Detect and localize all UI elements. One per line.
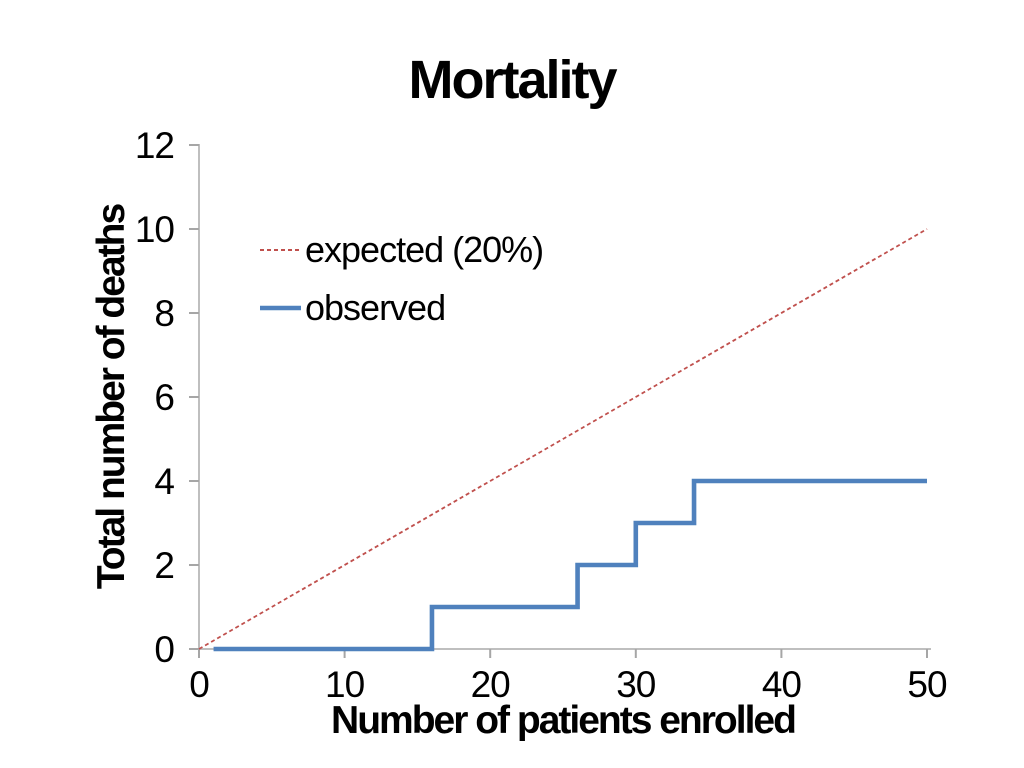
legend-label-expected: expected (20%)	[305, 229, 544, 270]
observed-solid-line-swatch	[260, 305, 301, 311]
y-tick-label: 0	[154, 629, 174, 670]
legend-label-observed: observed	[305, 287, 446, 328]
x-tick-label: 0	[189, 664, 209, 705]
x-tick-label: 10	[325, 664, 365, 705]
y-tick-label: 12	[135, 125, 174, 166]
observed-step-line	[213, 478, 927, 652]
y-tick-label: 6	[154, 377, 174, 418]
expected-dashed-line-swatch	[260, 249, 301, 251]
chart-title: Mortality	[408, 50, 617, 110]
legend-item-expected: expected (20%)	[259, 229, 544, 271]
x-tick-label: 20	[471, 664, 511, 705]
y-tick-label: 10	[135, 209, 175, 250]
y-tick-label: 2	[154, 545, 174, 586]
x-tick-label: 30	[616, 664, 656, 705]
x-axis-title: Number of patients enrolled	[331, 699, 797, 742]
y-axis-title: Total number of deaths	[90, 204, 133, 590]
y-tick-label: 4	[154, 461, 174, 502]
x-tick-label: 40	[762, 664, 802, 705]
expected-dashed-line	[198, 228, 928, 650]
legend: expected (20%) observed	[259, 229, 544, 345]
x-tick-label: 50	[907, 664, 947, 705]
legend-item-observed: observed	[259, 287, 543, 329]
y-tick-label: 8	[154, 293, 174, 334]
